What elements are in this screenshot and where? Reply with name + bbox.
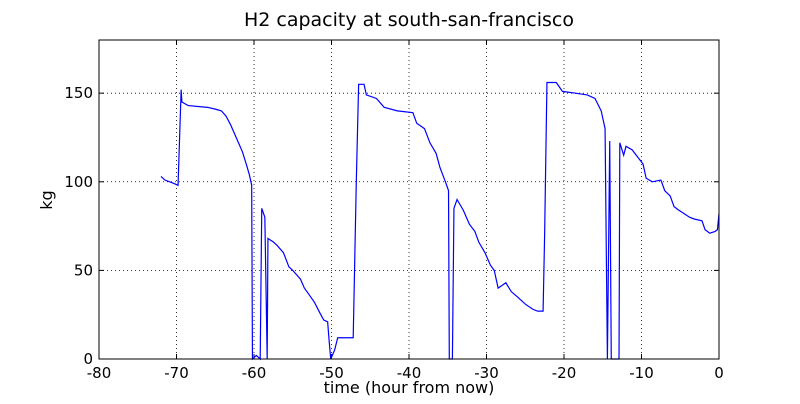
x-tick-label: -50 [319, 364, 344, 382]
y-tick-label: 100 [64, 173, 93, 191]
y-axis-label: kg [37, 190, 56, 209]
chart-title: H2 capacity at south-san-francisco [244, 9, 574, 31]
y-tick-label: 150 [64, 84, 93, 102]
x-tick-label: -80 [87, 364, 112, 382]
y-tick-label: 50 [74, 261, 93, 279]
x-tick-label: -10 [629, 364, 654, 382]
x-tick-label: -70 [164, 364, 189, 382]
x-tick-label: -40 [397, 364, 422, 382]
x-tick-label: -60 [242, 364, 267, 382]
x-tick-label: 0 [714, 364, 724, 382]
x-axis-label: time (hour from now) [324, 378, 495, 397]
plot-frame [98, 39, 720, 360]
x-tick-label: -30 [474, 364, 499, 382]
x-tick-label: -20 [552, 364, 577, 382]
y-tick-label: 0 [83, 350, 93, 368]
data-line [160, 81, 720, 361]
